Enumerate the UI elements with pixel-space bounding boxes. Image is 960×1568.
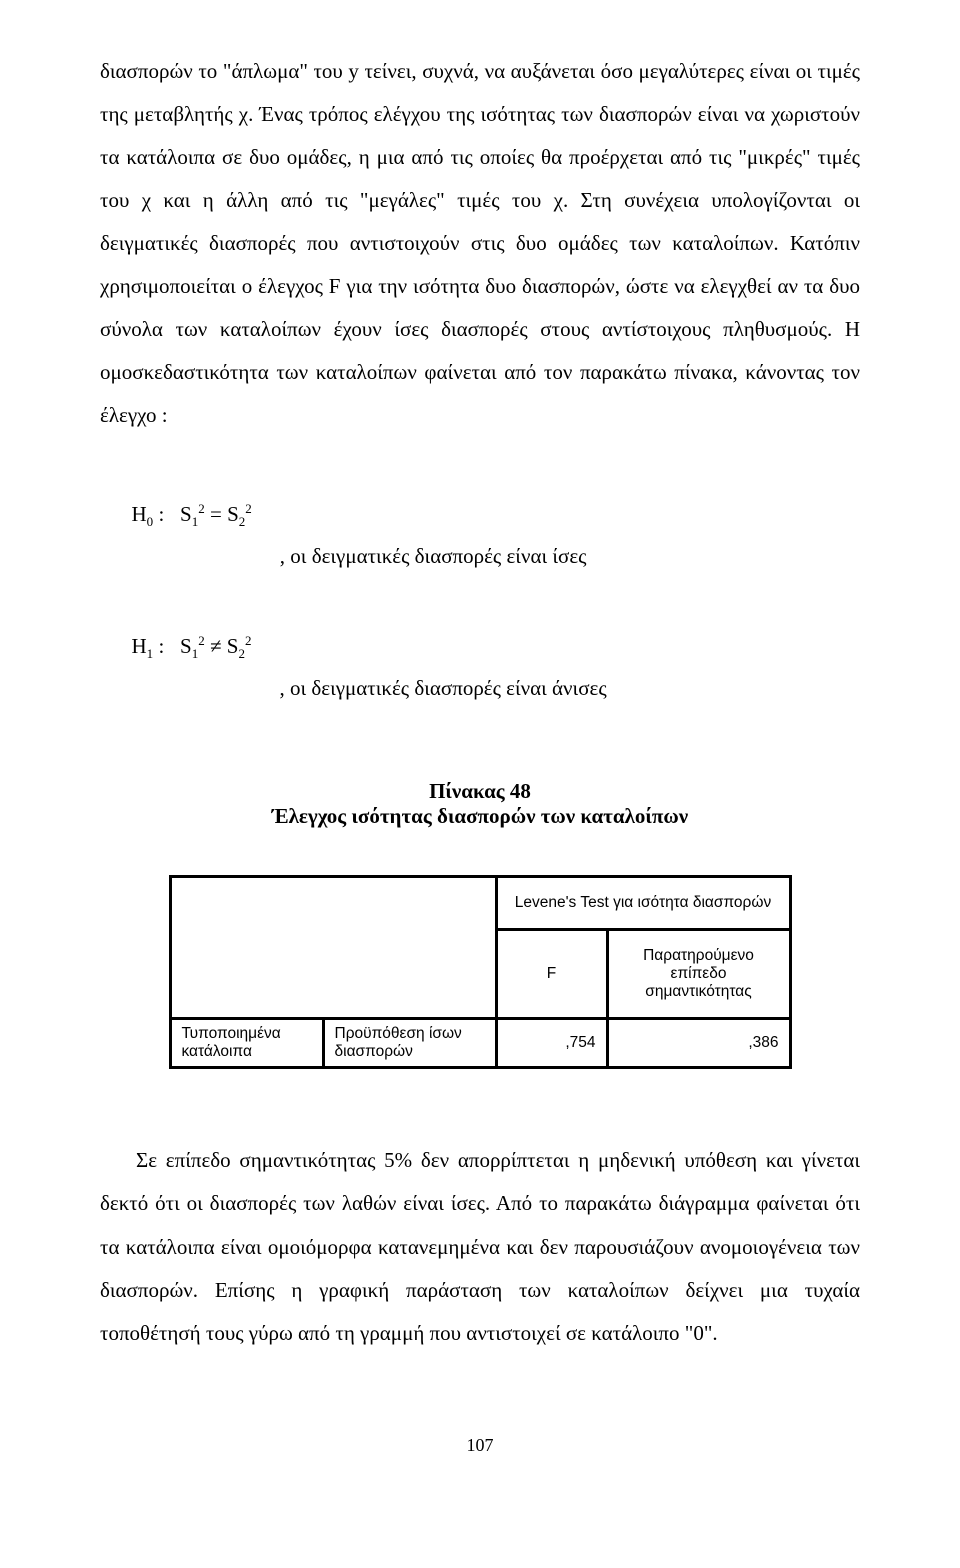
table-caption: Έλεγχος ισότητας διασπορών των καταλοίπω… xyxy=(100,804,860,829)
page-number: 107 xyxy=(100,1435,860,1456)
paragraph-main: διασπορών το "άπλωμα" του y τείνει, συχν… xyxy=(100,50,860,437)
value-significance: ,386 xyxy=(607,1019,790,1068)
h0-H: Η xyxy=(132,502,147,526)
h1-s1sub: 1 xyxy=(192,647,199,662)
h1-formula: Η1 : S12 ≠ S22 xyxy=(100,583,251,709)
h0-colon: : S xyxy=(153,502,192,526)
row-label-assumption: Προϋπόθεση ίσων διασπορών xyxy=(323,1019,496,1068)
hypothesis-h0: Η0 : S12 = S22 , οι δειγματικές διασπορέ… xyxy=(100,451,860,577)
row-label-residuals: Τυποποιημένα κατάλοιπα xyxy=(170,1019,323,1068)
hypotheses-block: Η0 : S12 = S22 , οι δειγματικές διασπορέ… xyxy=(100,451,860,709)
h0-s2sub: 2 xyxy=(239,515,246,530)
table-title-block: Πίνακας 48 Έλεγχος ισότητας διασπορών τω… xyxy=(100,779,860,829)
h0-explain: , οι δειγματικές διασπορές είναι ίσες xyxy=(280,535,587,577)
paragraph-conclusion: Σε επίπεδο σημαντικότητας 5% δεν απορρίπ… xyxy=(100,1139,860,1354)
h1-explain: , οι δειγματικές διασπορές είναι άνισες xyxy=(279,667,606,709)
h1-H: Η xyxy=(132,634,147,658)
h1-colon: : S xyxy=(153,634,192,658)
header-empty-top xyxy=(170,877,496,930)
h1-s2sup: 2 xyxy=(245,633,252,648)
header-empty-mid xyxy=(170,930,496,1019)
h0-formula: Η0 : S12 = S22 xyxy=(100,451,252,577)
h0-s2sup: 2 xyxy=(245,501,252,516)
table-data-row: Τυποποιημένα κατάλοιπα Προϋπόθεση ίσων δ… xyxy=(170,1019,790,1068)
table-number: Πίνακας 48 xyxy=(100,779,860,804)
h0-s1sub: 1 xyxy=(192,515,199,530)
table-header-row-1: Levene's Test για ισότητα διασπορών xyxy=(170,877,790,930)
header-significance: Παρατηρούμενο επίπεδο σημαντικότητας xyxy=(607,930,790,1019)
header-F: F xyxy=(496,930,607,1019)
levene-test-table: Levene's Test για ισότητα διασπορών F Πα… xyxy=(169,875,792,1069)
table-header-row-2: F Παρατηρούμενο επίπεδο σημαντικότητας xyxy=(170,930,790,1019)
h0-op: = S xyxy=(205,502,239,526)
header-levene: Levene's Test για ισότητα διασπορών xyxy=(496,877,790,930)
value-F: ,754 xyxy=(496,1019,607,1068)
h1-s2sub: 2 xyxy=(238,647,245,662)
h1-op: ≠ S xyxy=(205,634,239,658)
hypothesis-h1: Η1 : S12 ≠ S22 , οι δειγματικές διασπορέ… xyxy=(100,583,860,709)
